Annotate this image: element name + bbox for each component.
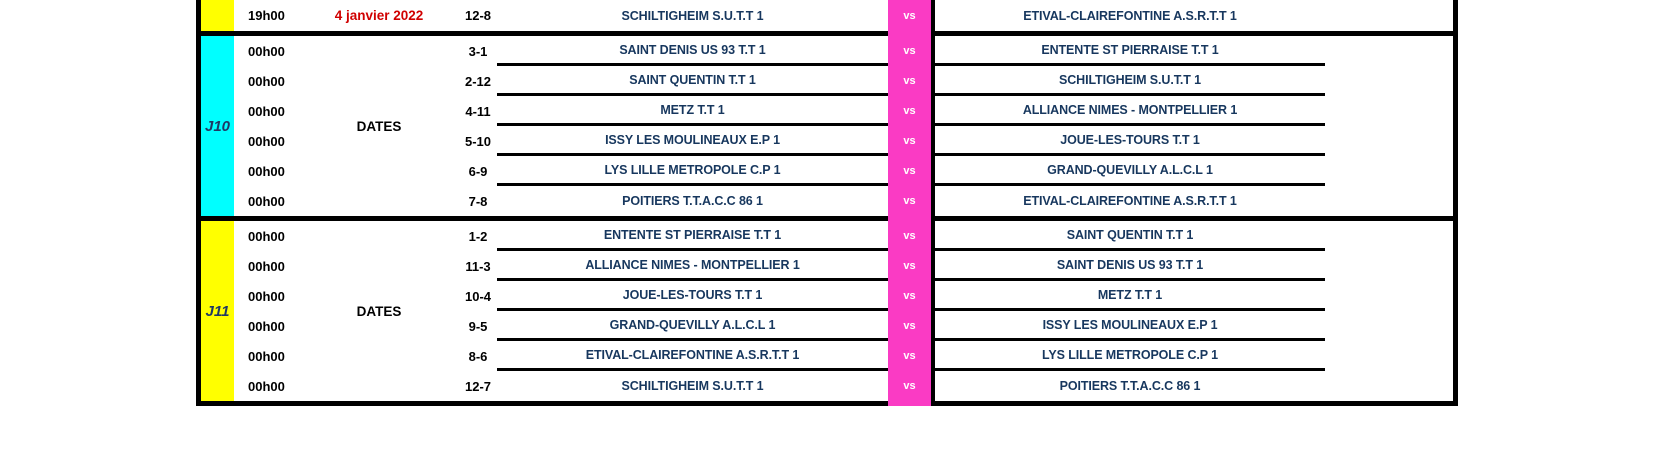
- match-number: 10-4: [464, 288, 492, 304]
- match-number: 3-1: [468, 43, 488, 59]
- match-time: 00h00: [248, 378, 285, 394]
- fixture-row: 00h00 3-1 SAINT DENIS US 93 T.T 1 vs ENTENTE…: [201, 36, 1453, 66]
- vs-badge: vs: [903, 45, 916, 57]
- away-team: POITIERS T.T.A.C.C 86 1: [1059, 379, 1201, 393]
- match-time: 00h00: [248, 73, 285, 89]
- vs-badge: vs: [903, 195, 916, 207]
- home-team: SCHILTIGHEIM S.U.T.T 1: [621, 8, 764, 23]
- home-team: SCHILTIGHEIM S.U.T.T 1: [621, 379, 764, 393]
- away-team: ALLIANCE NIMES - MONTPELLIER 1: [935, 96, 1325, 126]
- vs-column-strip: [888, 0, 935, 406]
- section-borders: [201, 0, 1453, 406]
- match-time: 00h00: [248, 258, 285, 274]
- match-number: 5-10: [464, 133, 492, 149]
- away-team: SCHILTIGHEIM S.U.T.T 1: [935, 66, 1325, 96]
- fixture-row: 00h00 4-11 METZ T.T 1 vs ALLIANCE NIMES - MO…: [201, 96, 1453, 126]
- away-team: JOUE-LES-TOURS T.T 1: [935, 126, 1325, 156]
- matchday-label-j11: J11: [205, 302, 230, 320]
- away-team: ISSY LES MOULINEAUX E.P 1: [935, 311, 1325, 341]
- dates-column-label: DATES: [356, 303, 402, 319]
- home-team: ALLIANCE NIMES - MONTPELLIER 1: [497, 251, 888, 281]
- home-team: LYS LILLE METROPOLE C.P 1: [497, 156, 888, 186]
- match-time: 19h00: [248, 8, 285, 23]
- day-band-j11: [201, 221, 234, 401]
- divider-between-sections: [201, 216, 1453, 221]
- fixture-row: 00h00 7-8 POITIERS T.T.A.C.C 86 1 vs ETIVAL-…: [201, 186, 1453, 216]
- vs-badge: vs: [903, 260, 916, 272]
- home-team: JOUE-LES-TOURS T.T 1: [497, 281, 888, 311]
- fixture-row-header: 19h00 4 janvier 2022 12-8 SCHILTIGHEIM S.U.…: [201, 0, 1453, 31]
- vs-badge: vs: [903, 290, 916, 302]
- home-team: METZ T.T 1: [497, 96, 888, 126]
- away-team: SAINT DENIS US 93 T.T 1: [935, 251, 1325, 281]
- vs-badge: vs: [903, 75, 916, 87]
- home-team: ETIVAL-CLAIREFONTINE A.S.R.T.T 1: [497, 341, 888, 371]
- away-team: ENTENTE ST PIERRAISE T.T 1: [935, 36, 1325, 66]
- away-team: SAINT QUENTIN T.T 1: [935, 221, 1325, 251]
- fixture-row: 00h00 1-2 ENTENTE ST PIERRAISE T.T 1 vs SAIN…: [201, 221, 1453, 251]
- match-time: 00h00: [248, 193, 285, 209]
- match-time: 00h00: [248, 133, 285, 149]
- fixtures-table: 19h00 4 janvier 2022 12-8 SCHILTIGHEIM S.U.…: [196, 0, 1458, 406]
- vs-badge: vs: [903, 350, 916, 362]
- dates-column-label: DATES: [356, 118, 402, 134]
- match-number: 6-9: [468, 163, 488, 179]
- home-team: POITIERS T.T.A.C.C 86 1: [622, 194, 763, 208]
- vs-badge: vs: [903, 380, 916, 392]
- home-team: GRAND-QUEVILLY A.L.C.L 1: [497, 311, 888, 341]
- match-time: 00h00: [248, 288, 285, 304]
- match-number: 12-8: [464, 8, 492, 23]
- match-number: 4-11: [465, 103, 491, 119]
- vs-badge: vs: [903, 165, 916, 177]
- fixture-row: 00h00 2-12 SAINT QUENTIN T.T 1 vs SCHILTIGHE…: [201, 66, 1453, 96]
- match-number: 7-8: [468, 193, 488, 209]
- fixture-row: 00h00 12-7 SCHILTIGHEIM S.U.T.T 1 vs POITIER…: [201, 371, 1453, 401]
- match-time: 00h00: [248, 228, 285, 244]
- vs-badge: vs: [903, 320, 916, 332]
- vs-badge: vs: [903, 105, 916, 117]
- day-band-j10: [201, 36, 234, 216]
- day-band-column: [201, 0, 1453, 406]
- match-number: 1-2: [468, 228, 488, 244]
- away-team: METZ T.T 1: [935, 281, 1325, 311]
- match-time: 00h00: [248, 43, 285, 59]
- away-team: GRAND-QUEVILLY A.L.C.L 1: [935, 156, 1325, 186]
- fixture-row: 00h00 11-3 ALLIANCE NIMES - MONTPELLIER 1 v…: [201, 251, 1453, 281]
- match-number: 11-3: [465, 258, 491, 274]
- match-rows: 19h00 4 janvier 2022 12-8 SCHILTIGHEIM S.U.…: [201, 0, 1453, 406]
- fixture-row: 00h00 8-6 ETIVAL-CLAIREFONTINE A.S.R.T.T 1…: [201, 341, 1453, 371]
- away-team: ETIVAL-CLAIREFONTINE A.S.R.T.T 1: [1023, 194, 1237, 208]
- fixture-row: 00h00 10-4 JOUE-LES-TOURS T.T 1 vs METZ T.T …: [201, 281, 1453, 311]
- home-team: ENTENTE ST PIERRAISE T.T 1: [497, 221, 888, 251]
- table-bottom-border: [201, 401, 1453, 406]
- divider-after-header: [201, 31, 1453, 36]
- home-team: ISSY LES MOULINEAUX E.P 1: [497, 126, 888, 156]
- match-date: 4 janvier 2022: [334, 8, 424, 23]
- match-time: 00h00: [248, 163, 285, 179]
- away-team: ETIVAL-CLAIREFONTINE A.S.R.T.T 1: [1023, 8, 1237, 23]
- match-number: 12-7: [464, 378, 492, 394]
- day-band-header: [201, 0, 234, 31]
- match-number: 8-6: [468, 348, 488, 364]
- vs-badge: vs: [903, 230, 916, 242]
- match-time: 00h00: [248, 348, 285, 364]
- match-number: 9-5: [468, 318, 488, 334]
- match-time: 00h00: [248, 318, 285, 334]
- match-number: 2-12: [464, 73, 492, 89]
- away-team: LYS LILLE METROPOLE C.P 1: [935, 341, 1325, 371]
- fixture-row: 00h00 9-5 GRAND-QUEVILLY A.L.C.L 1 vs ISSY L…: [201, 311, 1453, 341]
- vs-badge: vs: [903, 135, 916, 147]
- match-time: 00h00: [248, 103, 285, 119]
- fixture-row: 00h00 6-9 LYS LILLE METROPOLE C.P 1 vs GRAND…: [201, 156, 1453, 186]
- home-team: SAINT DENIS US 93 T.T 1: [497, 36, 888, 66]
- matchday-label-j10: J10: [204, 117, 231, 135]
- fixture-row: 00h00 5-10 ISSY LES MOULINEAUX E.P 1 vs JOUE…: [201, 126, 1453, 156]
- vs-badge: vs: [903, 9, 916, 22]
- home-team: SAINT QUENTIN T.T 1: [497, 66, 888, 96]
